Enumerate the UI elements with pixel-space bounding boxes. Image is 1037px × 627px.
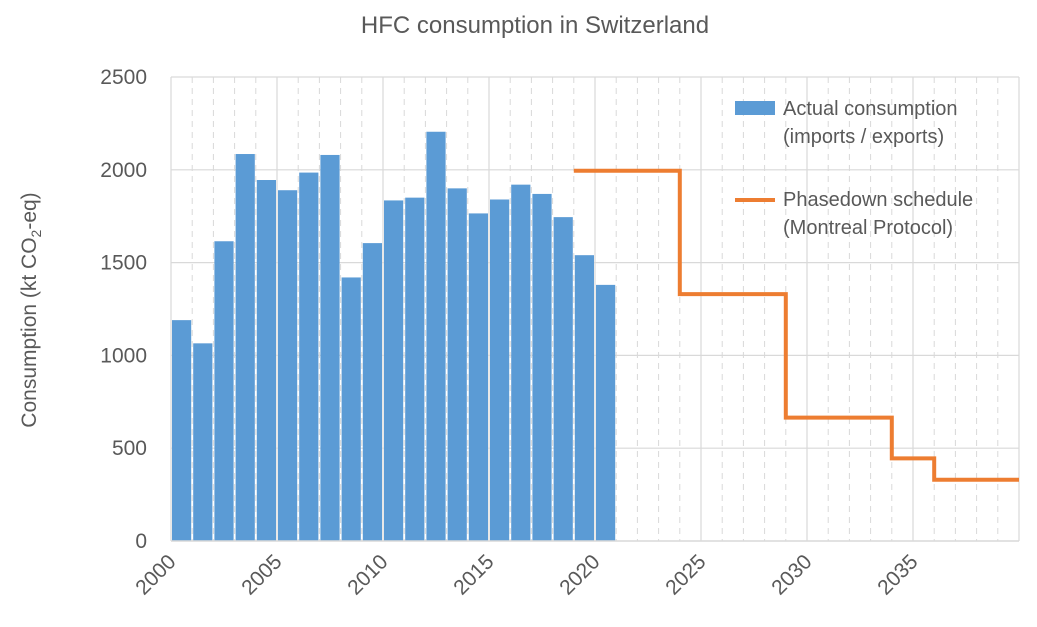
phasedown-step-line [573, 168, 1019, 482]
step-series [573, 168, 1019, 482]
bar [256, 180, 276, 541]
x-tick-label: 2010 [343, 550, 392, 599]
legend: Actual consumption (imports / exports) P… [735, 98, 973, 239]
y-tick-label: 2000 [100, 159, 147, 182]
x-tick-labels: 2000 2005 2010 2015 2020 2025 2030 2035 [131, 550, 922, 599]
grid [171, 76, 1020, 541]
y-tick-label: 500 [112, 437, 147, 460]
legend-label-actual-line2: (imports / exports) [783, 126, 944, 148]
y-tick-label: 2500 [100, 66, 147, 89]
legend-swatch-actual [735, 101, 775, 115]
x-tick-label: 2035 [873, 550, 922, 599]
y-axis-label: Consumption (kt CO2-eq) [18, 192, 44, 427]
x-tick-label: 2005 [237, 550, 286, 599]
legend-label-phasedown: Phasedown schedule [783, 189, 973, 211]
y-tick-label: 0 [135, 530, 147, 553]
chart-title: HFC consumption in Switzerland [361, 12, 709, 39]
y-axis-label-subscript: 2 [28, 229, 44, 237]
bar [511, 184, 531, 541]
y-tick-label: 1500 [100, 252, 147, 275]
bar [320, 154, 340, 541]
legend-label-actual: Actual consumption [783, 98, 958, 120]
bar [299, 172, 319, 542]
y-axis-label-suffix: -eq) [18, 192, 41, 229]
bar [193, 343, 213, 541]
bar [341, 277, 361, 541]
axes [170, 77, 1019, 542]
bar-series [172, 131, 616, 542]
bar [468, 213, 488, 541]
bar [532, 193, 552, 542]
bar [278, 190, 298, 541]
y-tick-label: 1000 [100, 344, 147, 367]
bar [214, 241, 234, 542]
x-tick-label: 2020 [555, 550, 604, 599]
bar [490, 199, 510, 541]
bar [447, 188, 467, 542]
x-tick-label: 2015 [449, 550, 498, 599]
legend-label-phasedown-line2: (Montreal Protocol) [783, 217, 953, 239]
bar [574, 255, 594, 541]
x-tick-label: 2030 [767, 550, 816, 599]
x-tick-label: 2025 [661, 550, 710, 599]
bar [405, 197, 425, 541]
y-tick-labels: 0 500 1000 1500 2000 2500 [100, 66, 147, 553]
bar [172, 320, 192, 541]
bar [426, 131, 446, 541]
x-tick-label: 2000 [131, 550, 180, 599]
bar [384, 200, 404, 541]
y-axis-label-main: Consumption (kt CO [18, 237, 41, 427]
bar [235, 154, 255, 542]
bar [362, 243, 382, 541]
bar [553, 217, 573, 542]
bar [596, 284, 616, 541]
